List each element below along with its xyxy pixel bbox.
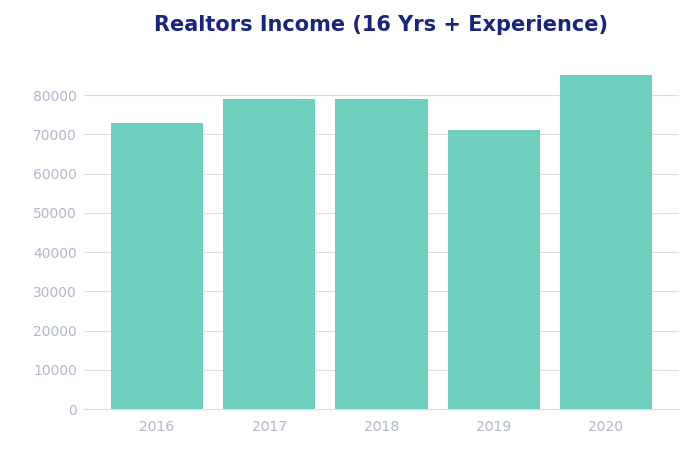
Bar (448, 130, 540, 409)
Bar (560, 75, 652, 409)
Bar (335, 99, 428, 409)
Bar (223, 99, 315, 409)
Title: Realtors Income (16 Yrs + Experience): Realtors Income (16 Yrs + Experience) (155, 15, 608, 35)
Bar (111, 123, 203, 409)
